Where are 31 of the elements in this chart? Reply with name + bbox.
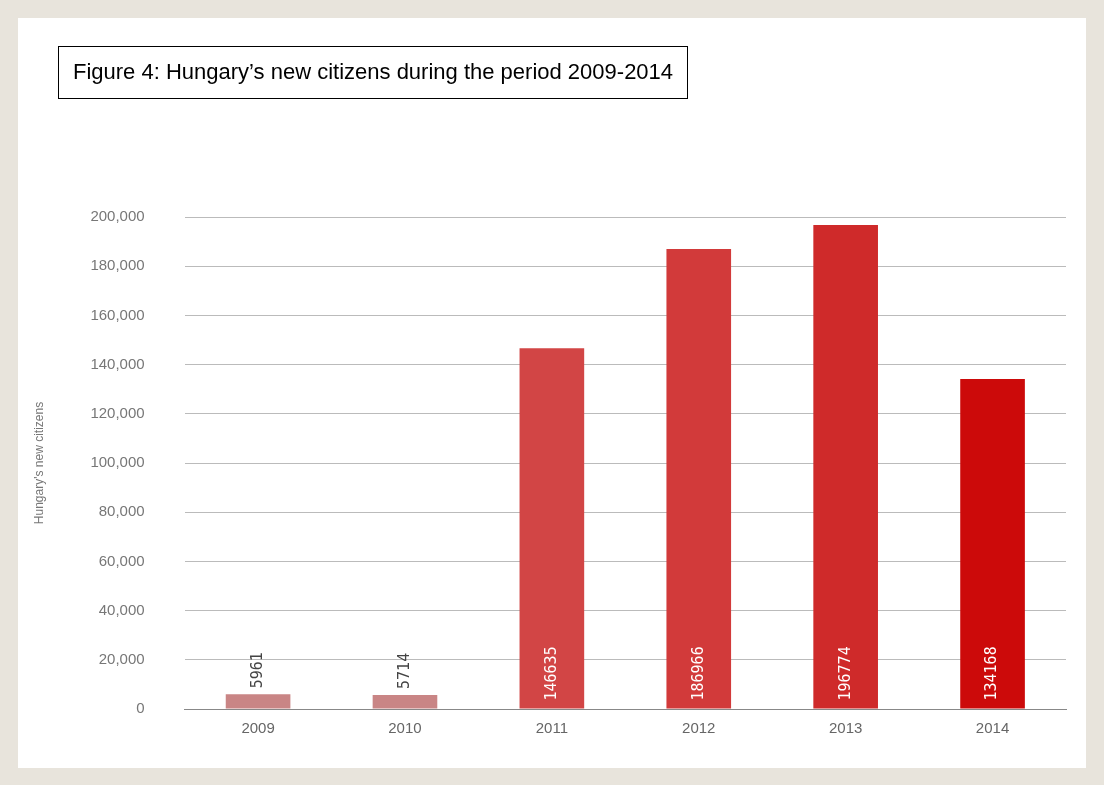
x-tick-label: 2009 (241, 719, 275, 737)
y-tick-label: 200,000 (90, 207, 145, 225)
x-tick-label: 2012 (682, 719, 716, 737)
y-tick-label: 40,000 (98, 600, 145, 618)
data-label: 186966 (688, 646, 707, 701)
y-tick-label: 120,000 (90, 403, 145, 421)
x-tick-label: 2014 (975, 719, 1010, 737)
y-tick-label: 80,000 (98, 502, 145, 520)
y-tick-label: 20,000 (98, 649, 145, 667)
x-tick-label: 2011 (535, 719, 568, 737)
data-label: 5961 (247, 652, 266, 689)
data-label: 134168 (982, 646, 1001, 701)
y-axis-title: Hungary's new citizens (31, 401, 46, 525)
bar (666, 249, 732, 709)
chart-title: Figure 4: Hungary’s new citizens during the period 2009-2014 (58, 46, 689, 99)
x-tick-label: 2010 (388, 719, 422, 737)
data-label: 196774 (835, 646, 854, 701)
bar (813, 224, 878, 709)
bar (372, 694, 438, 709)
x-tick-label: 2013 (828, 719, 863, 737)
y-tick-label: 140,000 (90, 354, 145, 372)
data-label: 5714 (394, 652, 413, 689)
y-tick-label: 0 (136, 699, 145, 717)
y-tick-label: 160,000 (90, 305, 145, 323)
bar (519, 348, 585, 709)
bar (225, 694, 291, 709)
y-tick-label: 60,000 (98, 551, 145, 569)
data-label: 146635 (541, 646, 560, 701)
y-tick-label: 100,000 (90, 453, 145, 471)
y-tick-label: 180,000 (90, 256, 145, 274)
bar (960, 378, 1025, 709)
